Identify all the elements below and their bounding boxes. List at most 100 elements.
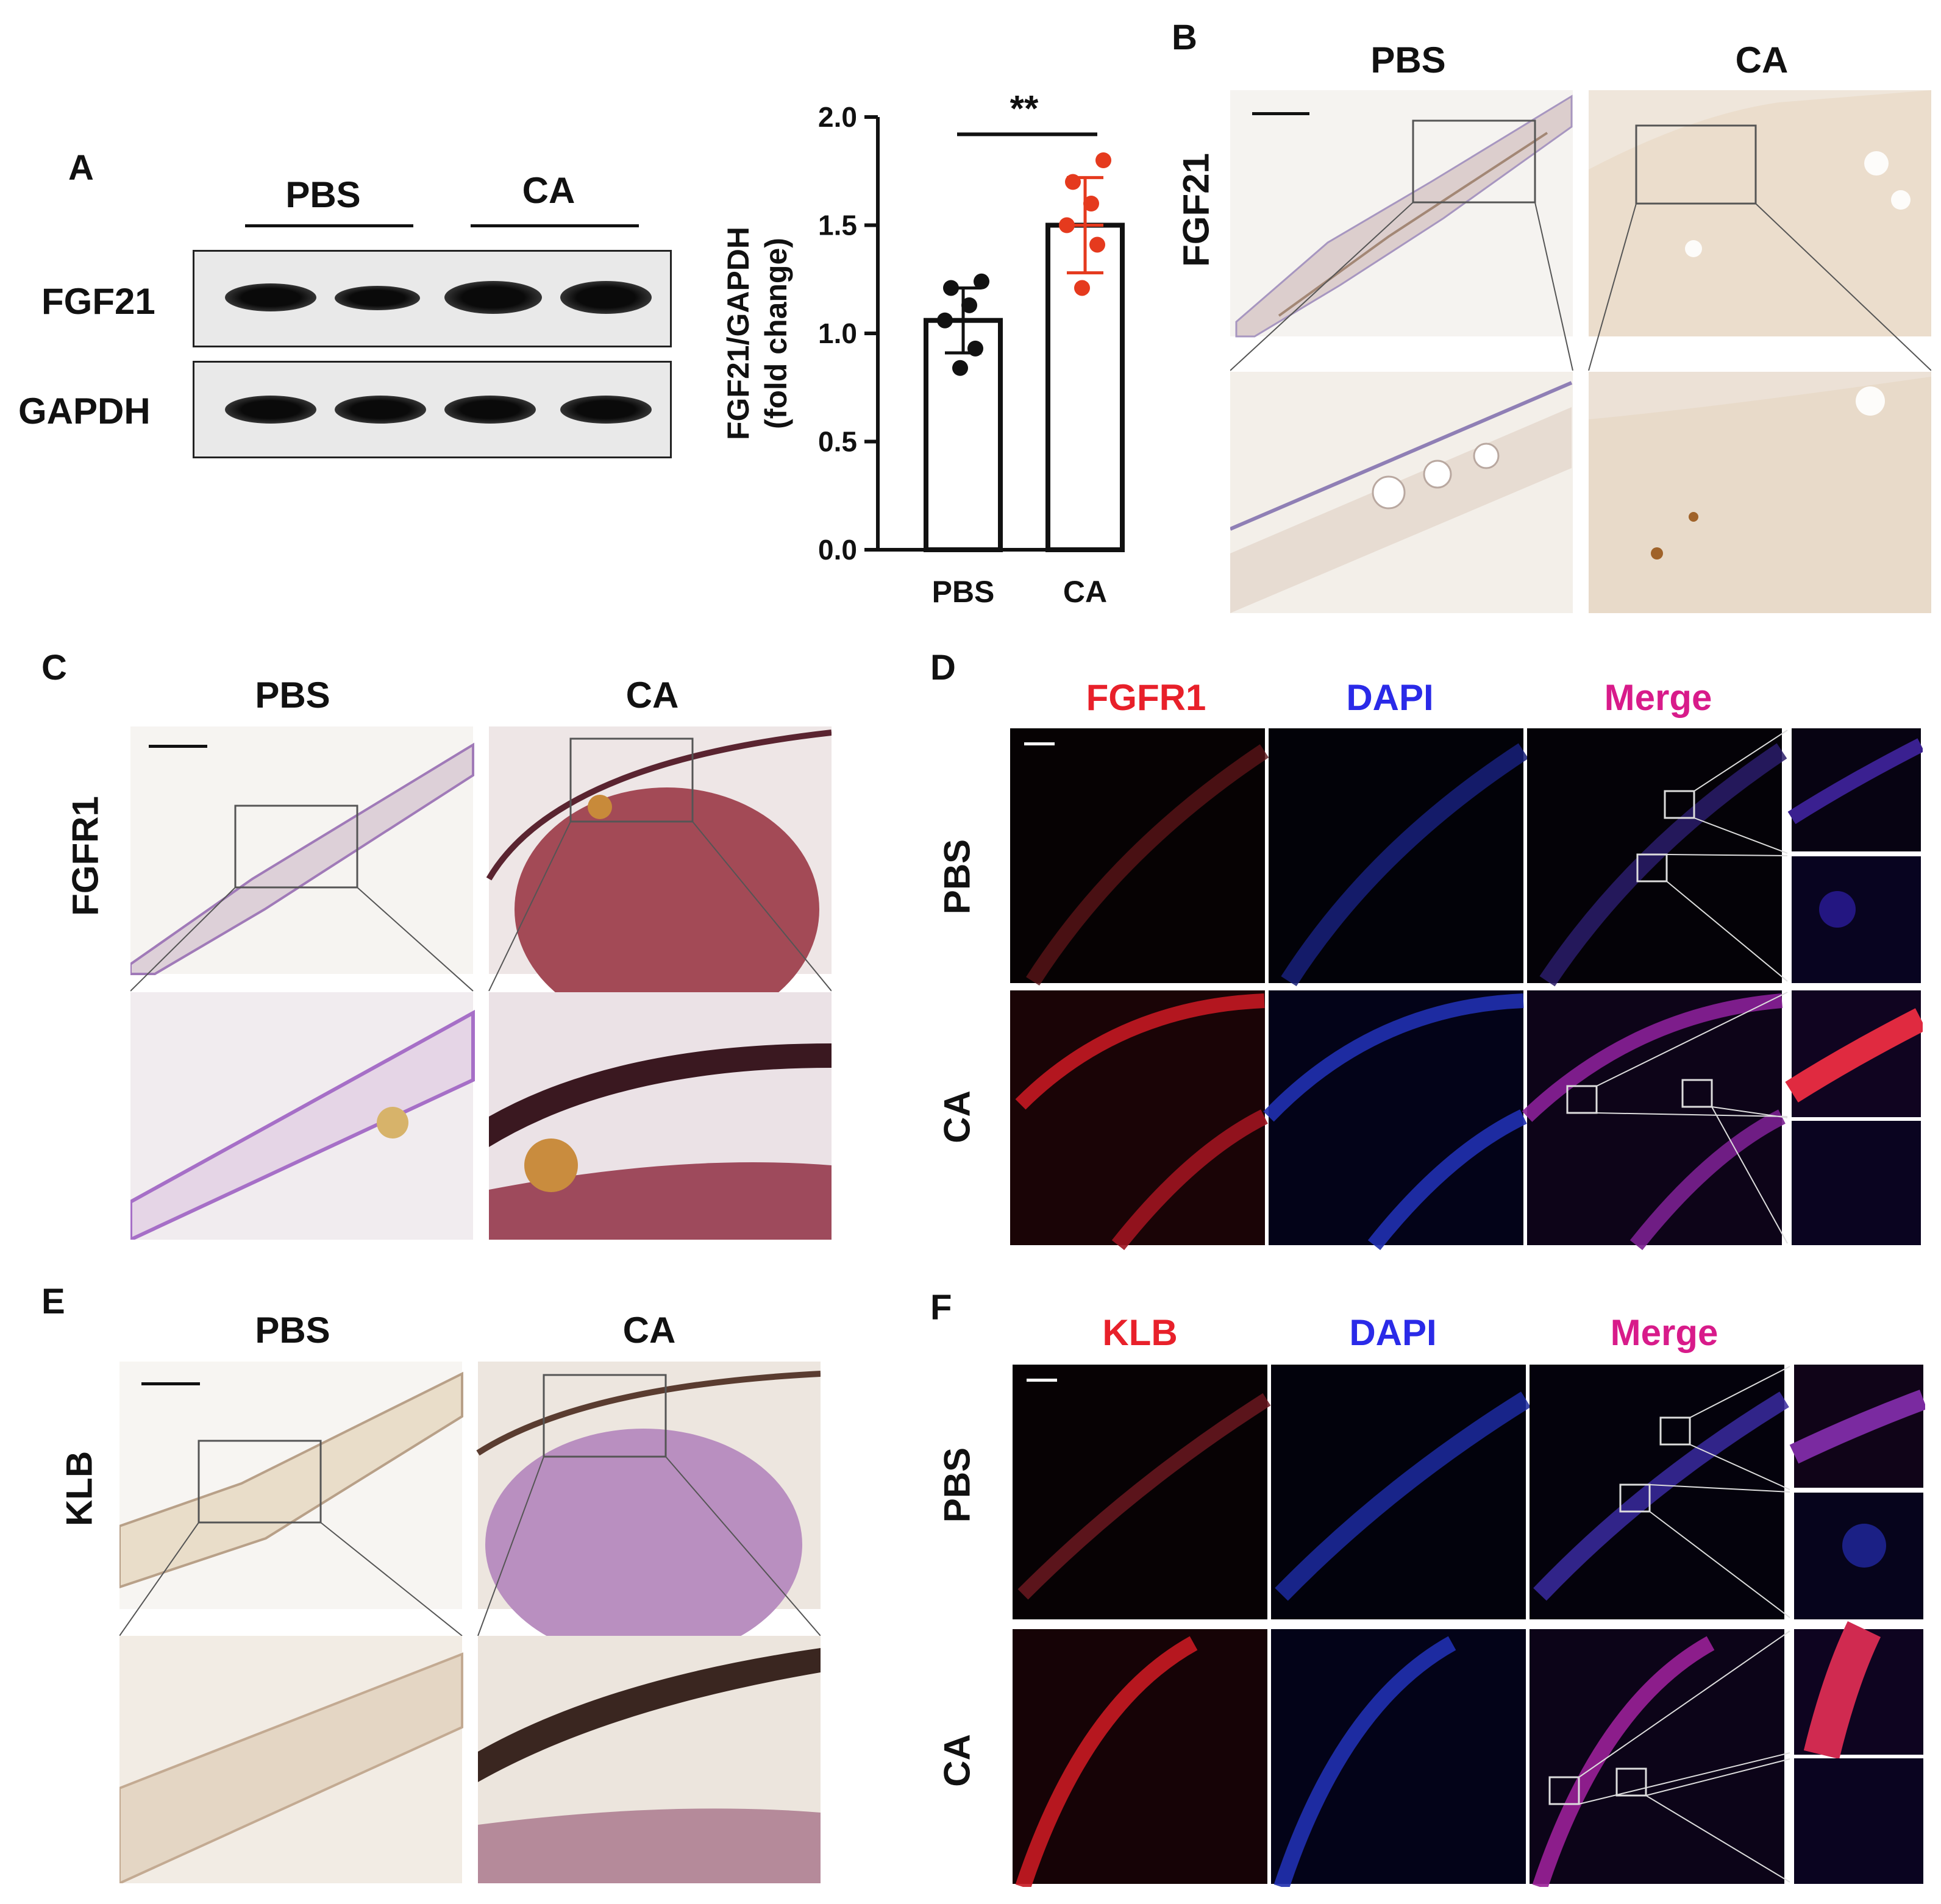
zoom-box bbox=[569, 737, 694, 823]
zoom-line bbox=[692, 821, 832, 992]
blot-gapdh bbox=[193, 361, 672, 458]
zoom-box bbox=[1636, 853, 1668, 883]
zoom-line bbox=[1649, 1484, 1790, 1493]
blot-group-pbs: PBS bbox=[285, 174, 361, 215]
fl-signal bbox=[1532, 1636, 1715, 1887]
data-point bbox=[961, 297, 977, 313]
zoom-line bbox=[320, 1522, 463, 1636]
zoom-line bbox=[1755, 203, 1931, 371]
tissue-region bbox=[478, 1808, 821, 1883]
zoom-line bbox=[119, 1522, 199, 1636]
fl-signal bbox=[1522, 993, 1783, 1122]
band bbox=[225, 396, 316, 424]
panel-b-images bbox=[1230, 90, 1931, 613]
tissue-region bbox=[515, 787, 819, 1031]
tissue-strip bbox=[130, 742, 474, 975]
fl-signal bbox=[1819, 891, 1856, 928]
zoom-box bbox=[234, 805, 358, 889]
zoom-line bbox=[1645, 1795, 1790, 1883]
panel-letter-d: D bbox=[930, 648, 956, 687]
tissue-vacuole bbox=[1372, 475, 1406, 510]
zoom-line bbox=[1596, 992, 1788, 1087]
panel-e-group-pbs: PBS bbox=[255, 1310, 330, 1351]
scale-bar bbox=[141, 1382, 200, 1385]
zoom-line bbox=[1578, 1630, 1790, 1778]
fl-signal bbox=[1787, 738, 1923, 825]
bar-chart: 0.0 0.5 1.0 1.5 2.0 FGF21/GAPDH (fold change) P… bbox=[721, 88, 1125, 609]
fl-inset bbox=[1792, 1121, 1921, 1245]
tissue-vacuole bbox=[1856, 386, 1885, 416]
zoom-line bbox=[1578, 1752, 1790, 1805]
tissue-border bbox=[478, 1648, 821, 1782]
zoom-line bbox=[1666, 881, 1788, 982]
tissue-vacuole bbox=[1685, 240, 1702, 257]
zoom-box bbox=[1615, 1767, 1647, 1797]
panel-f-row-ca: CA bbox=[936, 1734, 978, 1787]
zoom-line bbox=[1230, 202, 1414, 371]
zoom-line bbox=[1649, 1511, 1790, 1618]
fl-signal bbox=[1539, 743, 1787, 987]
panel-d-images bbox=[1008, 726, 1923, 1252]
band bbox=[444, 396, 536, 424]
data-point bbox=[967, 340, 983, 357]
tissue-border bbox=[486, 730, 832, 881]
panel-b-group-ca: CA bbox=[1735, 40, 1789, 80]
panel-c-group-pbs: PBS bbox=[255, 675, 330, 716]
fl-signal bbox=[1533, 1391, 1789, 1601]
bar-ca bbox=[1045, 222, 1125, 552]
tissue-strip bbox=[130, 1009, 475, 1240]
panel-b-group-pbs: PBS bbox=[1370, 40, 1446, 80]
zoom-line bbox=[1689, 1444, 1790, 1490]
fl-signal bbox=[1842, 1524, 1886, 1568]
tissue-border bbox=[489, 1043, 832, 1147]
blot-fgf21 bbox=[193, 250, 672, 347]
data-point bbox=[1089, 236, 1105, 253]
panel-f-channel-0: KLB bbox=[1102, 1312, 1178, 1353]
y-tick-label: 1.0 bbox=[818, 318, 857, 349]
tissue-border bbox=[476, 1371, 821, 1456]
panel-letter-a: A bbox=[68, 148, 94, 188]
zoom-box bbox=[1566, 1085, 1598, 1114]
zoom-line bbox=[1689, 1366, 1790, 1418]
panel-e-group-ca: CA bbox=[622, 1310, 676, 1351]
tissue-region bbox=[1589, 90, 1931, 336]
zoom-line bbox=[1588, 203, 1637, 371]
zoom-line bbox=[1645, 1758, 1790, 1796]
panel-c-images bbox=[130, 726, 832, 1240]
data-point bbox=[1095, 152, 1111, 168]
bar-pbs bbox=[924, 318, 1003, 552]
tissue-strip bbox=[1235, 94, 1573, 338]
zoom-line bbox=[1711, 1106, 1788, 1244]
stain-dot bbox=[1689, 512, 1698, 522]
zoom-box bbox=[1412, 119, 1536, 204]
zoom-line bbox=[130, 887, 236, 992]
data-point bbox=[1059, 217, 1075, 233]
scale-bar bbox=[1252, 112, 1309, 115]
fl-klb-ca bbox=[1013, 1629, 1267, 1884]
y-axis-label-2: (fold change) bbox=[759, 238, 793, 429]
panel-letter-e: E bbox=[41, 1282, 65, 1321]
fl-signal bbox=[1803, 1621, 1881, 1760]
zoom-line bbox=[488, 821, 571, 992]
band bbox=[560, 396, 652, 424]
data-point bbox=[1074, 280, 1090, 296]
tissue-vacuole bbox=[1473, 442, 1500, 469]
zoom-line bbox=[1666, 854, 1788, 856]
fl-signal bbox=[1263, 993, 1524, 1122]
panel-c-group-ca: CA bbox=[625, 675, 679, 716]
x-tick-label: PBS bbox=[932, 575, 995, 609]
data-point bbox=[1065, 174, 1081, 190]
band bbox=[335, 286, 420, 310]
y-axis-label: FGF21/GAPDH bbox=[721, 227, 755, 440]
stain-dot bbox=[1651, 547, 1663, 559]
panel-letter-c: C bbox=[41, 648, 67, 687]
x-tick-label: CA bbox=[1063, 575, 1107, 609]
zoom-box bbox=[1619, 1483, 1651, 1513]
panel-letter-b: B bbox=[1172, 18, 1197, 57]
zoom-box bbox=[1635, 124, 1757, 205]
fl-signal bbox=[1017, 1393, 1271, 1600]
zoom-line bbox=[1711, 1106, 1788, 1118]
zoom-box bbox=[543, 1374, 667, 1458]
y-tick-label: 2.0 bbox=[818, 101, 857, 133]
panel-e-row-label: KLB bbox=[59, 1451, 100, 1527]
